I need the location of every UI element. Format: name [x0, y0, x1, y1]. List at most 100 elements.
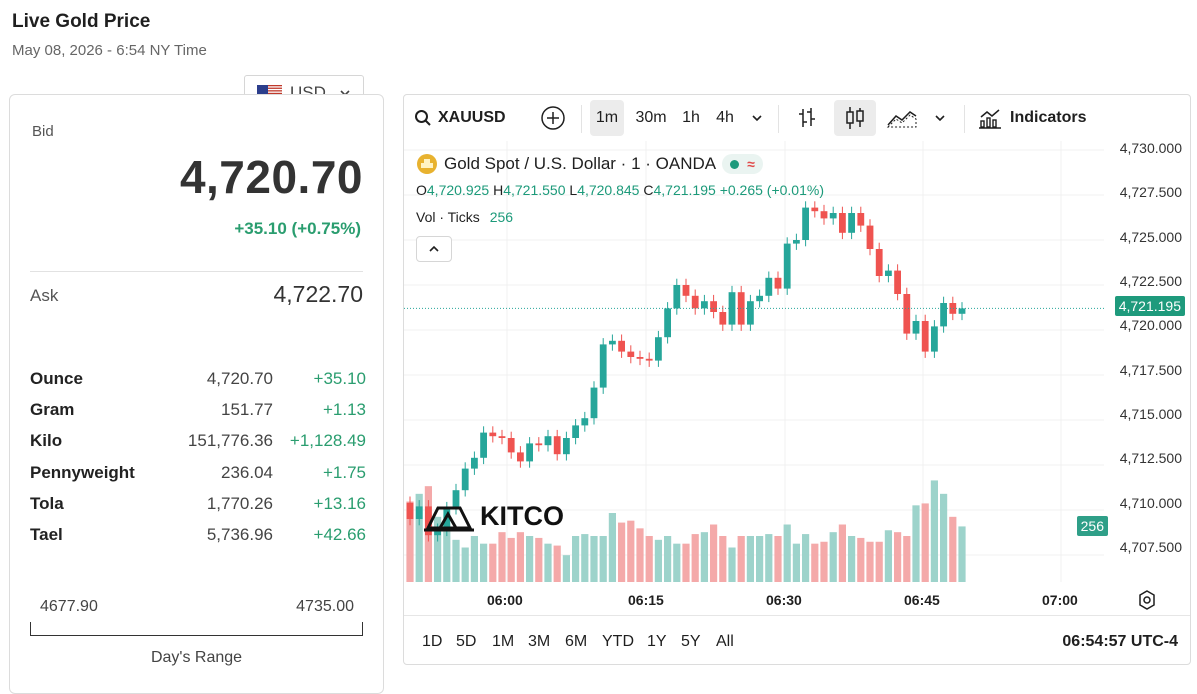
- range-high: 4735.00: [296, 598, 354, 615]
- unit-value: 151.77: [221, 399, 273, 419]
- volume-bar: [544, 543, 552, 582]
- unit-change: +35.10: [313, 368, 366, 388]
- symbol-label: XAUUSD: [438, 109, 506, 126]
- change-value: +0.265 (+0.01%): [719, 182, 824, 198]
- unit-name: Pennyweight: [30, 462, 135, 482]
- candle-body: [471, 457, 478, 469]
- interval-1h[interactable]: 1h: [682, 109, 700, 126]
- volume-bar: [618, 522, 626, 582]
- range-ytd[interactable]: YTD: [602, 633, 634, 650]
- bar-style-button[interactable]: [790, 100, 824, 136]
- interval-menu-button[interactable]: [744, 100, 770, 136]
- candle-body: [931, 326, 938, 352]
- unit-value: 4,720.70: [206, 368, 273, 388]
- interval-1m[interactable]: 1m: [590, 100, 624, 136]
- volume-bar: [866, 541, 874, 582]
- volume-bar: [875, 541, 883, 582]
- search-icon: [415, 110, 431, 126]
- volume-bar: [507, 537, 515, 582]
- low-value: 4,720.845: [577, 182, 640, 198]
- chart-clock: 06:54:57 UTC-4: [1062, 633, 1178, 650]
- range-5y[interactable]: 5Y: [681, 633, 701, 650]
- candle-body: [793, 240, 800, 244]
- y-tick: 4,707.500: [1119, 539, 1182, 555]
- candle-body: [452, 490, 460, 509]
- candle-body: [406, 502, 414, 519]
- wave-icon: ≈: [747, 156, 755, 172]
- range-1m[interactable]: 1M: [492, 633, 515, 650]
- candle-body: [875, 249, 883, 276]
- chevron-down-icon: [752, 115, 762, 122]
- candle-body: [802, 207, 809, 240]
- divider: [404, 615, 1190, 616]
- open-label: O: [416, 182, 427, 198]
- interval-30m[interactable]: 30m: [635, 109, 667, 126]
- y-tick: 4,717.500: [1119, 362, 1182, 378]
- candle-body: [618, 340, 625, 352]
- volume-bar: [894, 532, 902, 582]
- candle-body: [415, 506, 423, 519]
- range-6m[interactable]: 6M: [565, 633, 588, 650]
- kitco-wordmark: KITCO: [480, 501, 564, 531]
- volume-bar: [406, 501, 414, 582]
- volume-bar: [645, 536, 653, 582]
- volume-bar: [746, 536, 754, 582]
- last-price-tag: 4,721.195: [1114, 296, 1185, 316]
- volume-bar: [838, 524, 846, 582]
- chart-settings-button[interactable]: [1136, 589, 1158, 616]
- volume-bar: [756, 536, 764, 582]
- unit-name: Kilo: [30, 431, 63, 451]
- volume-bar: [719, 536, 727, 582]
- price-chart: XAUUSD 1m 30m 1h 4h Indicators: [403, 94, 1191, 665]
- candle-body: [691, 295, 699, 309]
- symbol-search[interactable]: XAUUSD: [414, 100, 514, 136]
- candle-body: [903, 294, 911, 334]
- volume-bar: [654, 539, 662, 582]
- candles-style-button[interactable]: [834, 100, 876, 136]
- market-status-badge[interactable]: ≈: [722, 154, 763, 174]
- table-row: Gram 151.77 +1.13: [30, 394, 366, 425]
- unit-name: Tola: [30, 493, 64, 513]
- compare-button[interactable]: [536, 100, 570, 136]
- range-1y[interactable]: 1Y: [647, 633, 667, 650]
- chart-type-menu-button[interactable]: [928, 100, 952, 136]
- candle-body: [553, 436, 561, 455]
- ask-label: Ask: [30, 286, 59, 305]
- volume-bar: [783, 524, 791, 582]
- area-style-button[interactable]: [882, 100, 922, 136]
- range-5d[interactable]: 5D: [456, 633, 477, 650]
- bars-icon: [799, 108, 815, 127]
- volume-bar: [949, 516, 957, 582]
- candle-body: [636, 357, 644, 359]
- indicators-label: Indicators: [1010, 109, 1087, 126]
- low-label: L: [569, 182, 578, 198]
- y-tick: 4,727.500: [1119, 184, 1182, 200]
- x-tick: 06:15: [628, 592, 664, 608]
- candle-body: [701, 301, 708, 309]
- day-range-bar: [30, 622, 363, 636]
- unit-value: 5,736.96: [206, 525, 273, 545]
- add-symbol-icon: [541, 106, 565, 130]
- range-1d[interactable]: 1D: [422, 633, 443, 650]
- ask-price: 4,722.70: [273, 281, 363, 307]
- range-all[interactable]: All: [716, 633, 734, 650]
- y-tick: 4,710.000: [1119, 495, 1182, 511]
- candle-body: [940, 303, 947, 327]
- market-open-dot: [730, 159, 740, 169]
- unit-change: +1,128.49: [289, 431, 366, 451]
- volume-bar: [912, 505, 920, 582]
- candle-body: [489, 432, 497, 437]
- indicators-button[interactable]: Indicators: [978, 100, 1098, 136]
- bid-price: 4,720.70: [179, 151, 363, 203]
- volume-bar: [489, 543, 497, 582]
- x-tick: 06:00: [487, 592, 523, 608]
- interval-4h[interactable]: 4h: [716, 109, 734, 126]
- volume-bar: [516, 532, 524, 582]
- range-3m[interactable]: 3M: [528, 633, 551, 650]
- candle-body: [517, 452, 524, 462]
- unit-name: Ounce: [30, 368, 83, 388]
- volume-bar: [608, 513, 616, 582]
- candle-body: [572, 425, 579, 438]
- collapse-legend-button[interactable]: [416, 236, 452, 262]
- candle-body: [563, 438, 570, 455]
